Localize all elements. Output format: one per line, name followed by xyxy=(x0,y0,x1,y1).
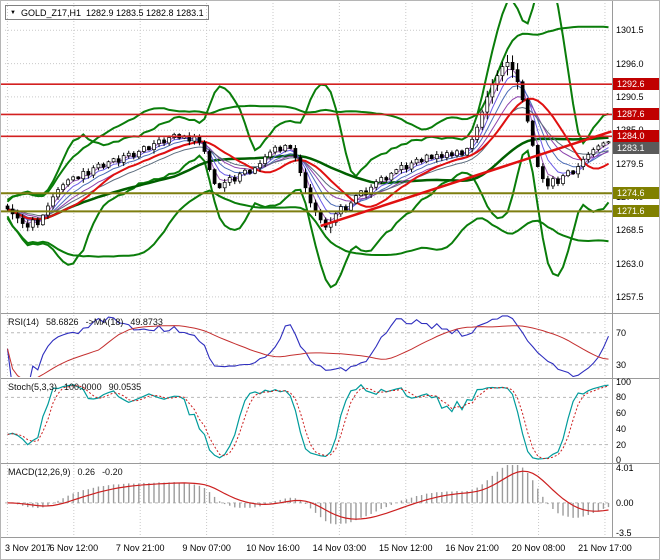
macd-axis-tick: 0.00 xyxy=(616,497,634,508)
stoch-axis-tick: 80 xyxy=(616,392,627,403)
symbol-timeframe-label: GOLD_Z17,H1 xyxy=(20,7,81,18)
time-axis-label: 15 Nov 12:00 xyxy=(378,543,433,553)
price-axis-tick: 1290.5 xyxy=(616,91,644,102)
stoch-axis-tick: 60 xyxy=(616,408,627,419)
price-axis-tick: 1285.0 xyxy=(616,125,644,135)
resistance-price-tag: 1284.0 xyxy=(613,130,659,143)
rsi-name: RSI(14) xyxy=(8,317,40,327)
time-axis-label: 6 Nov 12:00 xyxy=(49,543,99,553)
stoch-axis-tick: 20 xyxy=(616,439,627,450)
price-axis-tick: 1301.5 xyxy=(616,25,644,36)
macd-layer xyxy=(5,465,611,525)
trendline[interactable] xyxy=(320,130,612,228)
macd-axis-tick: -3.5 xyxy=(616,528,632,539)
resistance-price-tag: 1287.6 xyxy=(613,108,659,121)
rsi-ma-value: 49.8733 xyxy=(130,317,163,327)
frame-layer xyxy=(1,1,659,538)
ma-ribbon-layer xyxy=(7,68,609,224)
price-axis-tick: 1257.5 xyxy=(616,291,644,302)
price-levels-layer xyxy=(1,83,612,228)
ohlc-values-label: 1282.9 1283.5 1282.8 1283.1 xyxy=(85,7,204,18)
rsi-value: 58.6826 xyxy=(46,317,79,327)
macd-signal-value: -0.20 xyxy=(102,467,123,477)
rsi-ma-name: ->MA(18) xyxy=(85,317,124,327)
symbol-box: ▼ GOLD_Z17,H1 1282.9 1283.5 1282.8 1283.… xyxy=(5,5,209,20)
price-axis-tick: 1263.0 xyxy=(616,258,644,269)
stoch-signal-value: 90.0535 xyxy=(108,382,142,392)
resistance-price-tag: 1292.6 xyxy=(613,78,659,91)
time-axis-label: 16 Nov 21:00 xyxy=(445,543,499,553)
support-price-tag: 1274.6 xyxy=(613,187,659,200)
macd-name: MACD(12,26,9) xyxy=(8,467,71,477)
stoch-axis-tick: 0 xyxy=(616,455,622,466)
chevron-down-icon[interactable]: ▼ xyxy=(10,9,16,16)
current-price-tag: 1283.1 xyxy=(613,141,659,154)
rsi-axis-tick: 70 xyxy=(616,327,627,338)
time-axis-label: 21 Nov 17:00 xyxy=(578,543,632,553)
time-axis-label: 10 Nov 16:00 xyxy=(246,543,300,553)
time-axis-label: 7 Nov 21:00 xyxy=(115,543,165,553)
macd-value: 0.26 xyxy=(77,467,96,477)
stoch-axis-tick: 100 xyxy=(616,376,632,387)
stoch-value: 100.0000 xyxy=(64,382,102,392)
price-axis-tick: 1279.5 xyxy=(616,158,644,169)
stoch-name: Stoch(5,3,3) xyxy=(8,382,58,392)
support-price-tag: 1271.6 xyxy=(613,205,659,218)
stoch-indicator-label: Stoch(5,3,3) 100.0000 90.0535 xyxy=(8,382,141,392)
time-axis-label: 3 Nov 2017 xyxy=(5,543,52,553)
price-axis-tick: 1296.0 xyxy=(616,58,644,69)
rsi-layer xyxy=(5,315,611,377)
macd-axis-tick: 4.01 xyxy=(616,462,634,473)
macd-indicator-label: MACD(12,26,9) 0.26 -0.20 xyxy=(8,467,123,477)
time-axis-label: 14 Nov 03:00 xyxy=(312,543,367,553)
time-axis-label: 9 Nov 07:00 xyxy=(182,543,231,553)
rsi-indicator-label: RSI(14) 58.6826 ->MA(18) 49.8733 xyxy=(8,317,163,327)
time-axis-label: 20 Nov 08:00 xyxy=(511,543,566,553)
stoch-axis-tick: 40 xyxy=(616,423,627,434)
price-axis-tick: 1268.5 xyxy=(616,225,644,236)
rsi-axis-tick: 30 xyxy=(616,359,627,370)
stochastic-layer xyxy=(5,383,611,460)
